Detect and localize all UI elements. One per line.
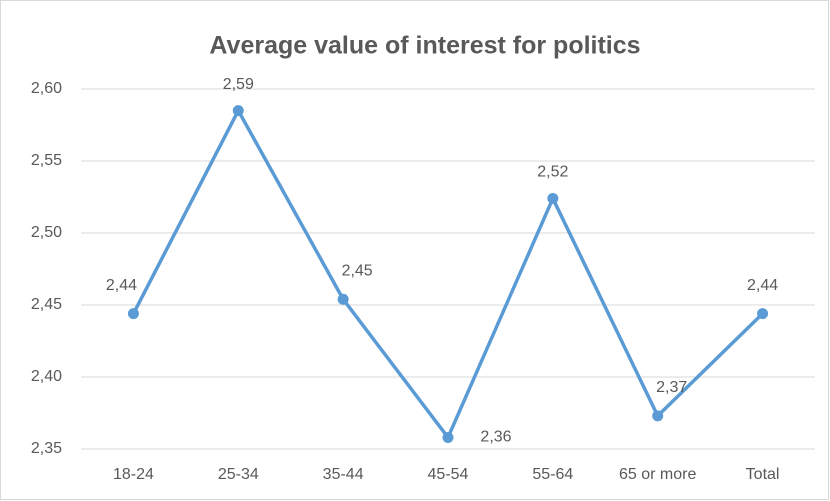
data-point <box>442 431 454 443</box>
y-tick-label: 2,35 <box>31 440 62 457</box>
y-tick-label: 2,50 <box>31 224 62 241</box>
x-tick-label: 18-24 <box>113 466 154 483</box>
data-label: 2,44 <box>106 277 137 294</box>
data-label: 2,37 <box>656 379 687 396</box>
data-point <box>757 308 769 320</box>
x-tick-label: Total <box>746 466 780 483</box>
data-label: 2,44 <box>747 277 778 294</box>
data-point <box>232 105 244 117</box>
data-label: 2,45 <box>342 262 373 279</box>
x-tick-label: 65 or more <box>619 466 696 483</box>
chart-title: Average value of interest for politics <box>209 32 640 60</box>
x-tick-label: 55-64 <box>532 466 573 483</box>
data-point <box>127 308 139 320</box>
y-tick-label: 2,45 <box>31 296 62 313</box>
y-tick-label: 2,40 <box>31 368 62 385</box>
y-tick-label: 2,60 <box>31 80 62 97</box>
data-label: 2,36 <box>480 429 511 446</box>
data-point <box>652 410 664 422</box>
x-tick-label: 45-54 <box>428 466 469 483</box>
x-tick-label: 35-44 <box>323 466 364 483</box>
data-point <box>337 293 349 305</box>
data-point <box>547 192 559 204</box>
data-label: 2,59 <box>223 76 254 93</box>
x-tick-label: 25-34 <box>218 466 259 483</box>
y-tick-label: 2,55 <box>31 152 62 169</box>
data-label: 2,52 <box>537 164 568 181</box>
